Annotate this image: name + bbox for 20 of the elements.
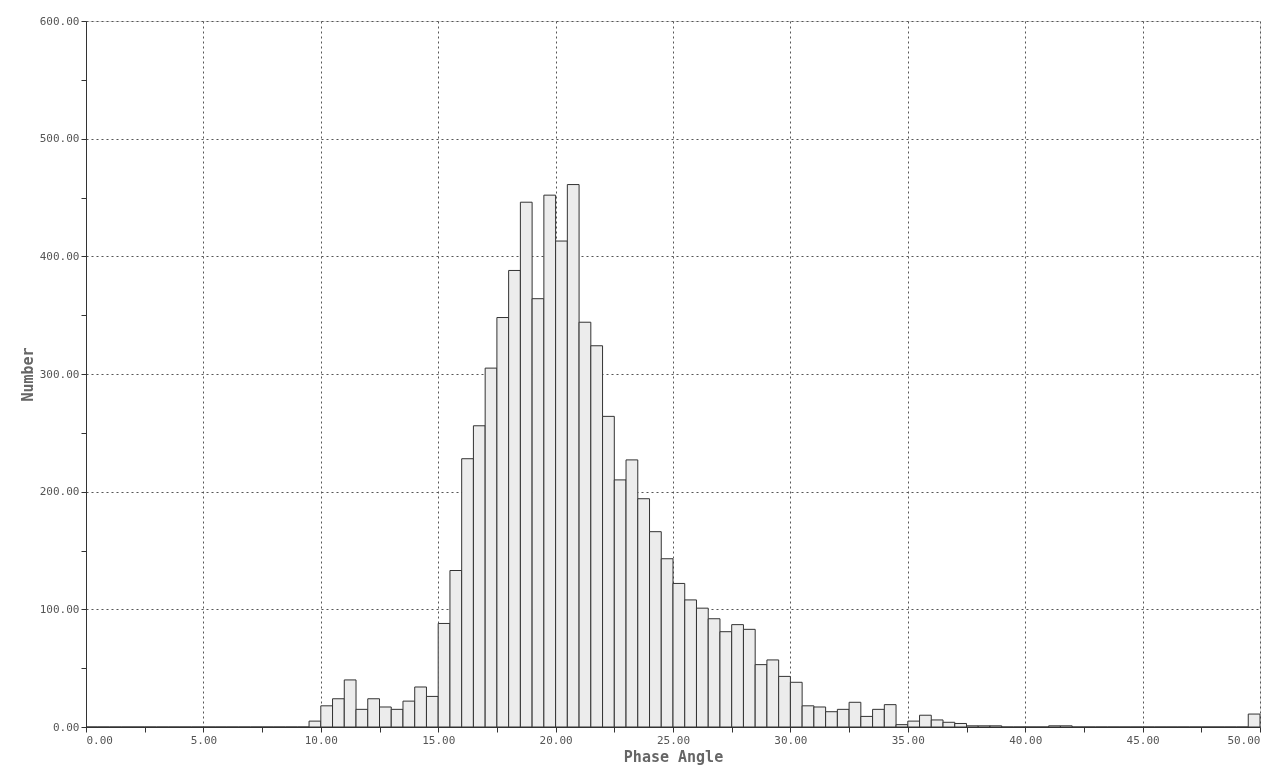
x-tick-label: 40.00 — [1009, 733, 1043, 747]
x-tick-label: 0.00 — [86, 733, 113, 747]
y-tick-label: 500.00 — [39, 132, 80, 146]
x-tick-label: 35.00 — [891, 733, 925, 747]
x-tick-label: 20.00 — [539, 733, 573, 747]
x-tick-label: 50.00 — [1227, 733, 1261, 747]
y-tick-label: 300.00 — [39, 367, 80, 381]
x-tick-label: 10.00 — [304, 733, 338, 747]
y-tick-label: 400.00 — [39, 249, 80, 263]
y-axis-title: Number — [18, 347, 37, 402]
y-tick-label: 200.00 — [39, 485, 80, 499]
x-axis-title: Phase Angle — [623, 747, 724, 766]
x-tick-label: 15.00 — [422, 733, 456, 747]
x-tick-label: 5.00 — [190, 733, 218, 747]
x-tick-label: 30.00 — [774, 733, 808, 747]
y-tick-label: 600.00 — [39, 14, 80, 28]
y-tick-label: 0.00 — [53, 720, 80, 734]
y-tick-label: 100.00 — [39, 602, 80, 616]
x-tick-label: 25.00 — [656, 733, 691, 747]
x-tick-label: 45.00 — [1126, 733, 1160, 747]
